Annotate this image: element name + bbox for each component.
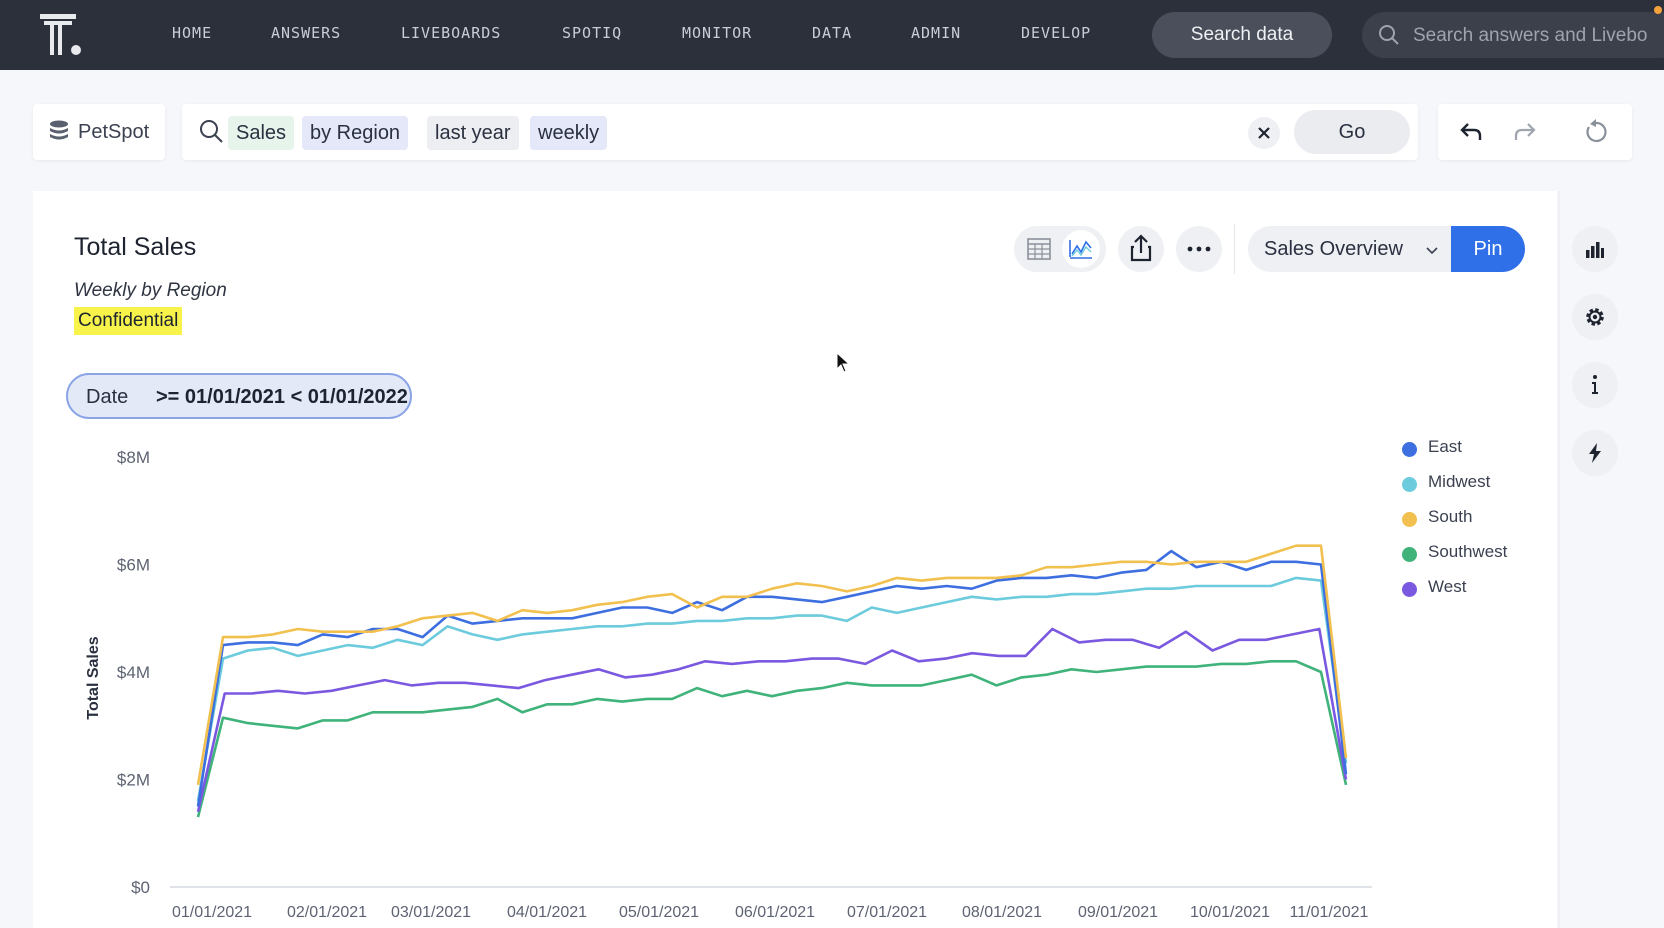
series-line-west[interactable] <box>196 627 1348 813</box>
settings-button[interactable] <box>1572 294 1618 340</box>
more-options-button[interactable] <box>1176 226 1222 272</box>
legend-label: Southwest <box>1428 542 1508 561</box>
search-bar[interactable]: Sales by Region last year weekly Go <box>182 104 1418 160</box>
search-token-by-region[interactable]: by Region <box>302 116 409 150</box>
logo-icon[interactable] <box>38 12 86 58</box>
spotiq-button[interactable] <box>1572 430 1618 476</box>
legend-swatch <box>1402 582 1417 597</box>
filter-condition: >= 01/01/2021 < 01/01/2022 <box>156 386 408 408</box>
legend-swatch <box>1402 442 1417 457</box>
x-tick-label: 11/01/2021 <box>1290 904 1369 921</box>
database-icon <box>50 120 68 140</box>
go-button[interactable]: Go <box>1294 110 1410 154</box>
x-tick-label: 05/01/2021 <box>619 904 699 921</box>
search-history-controls <box>1438 104 1632 160</box>
x-tick-label: 08/01/2021 <box>962 904 1042 921</box>
search-icon <box>200 120 223 143</box>
answer-card <box>33 191 1557 928</box>
nav-answers[interactable]: ANSWERS <box>271 24 342 42</box>
x-tick-label: 07/01/2021 <box>847 904 927 921</box>
legend-label: East <box>1428 437 1463 456</box>
series-line-south[interactable] <box>196 544 1348 786</box>
info-button[interactable] <box>1572 362 1618 408</box>
nav-monitor[interactable]: MONITOR <box>682 24 753 42</box>
search-token-last-year[interactable]: last year <box>427 116 519 150</box>
mouse-cursor-icon <box>836 352 851 373</box>
reset-icon[interactable] <box>1582 118 1610 146</box>
legend-label: South <box>1428 507 1473 526</box>
clear-search-button[interactable] <box>1248 117 1280 149</box>
answer-subtitle[interactable]: Weekly by Region <box>74 280 227 301</box>
more-icon <box>1187 246 1211 252</box>
nav-admin[interactable]: ADMIN <box>911 24 962 42</box>
bar-chart-icon <box>1586 242 1604 258</box>
y-tick-label: $6M <box>117 556 150 575</box>
y-tick-label: $0 <box>131 878 150 897</box>
info-icon <box>1592 375 1598 394</box>
liveboard-name: Sales Overview <box>1264 238 1403 260</box>
x-tick-label: 03/01/2021 <box>391 904 471 921</box>
line-chart: $0 $2M $4M $6M $8M Total Sales 01/01/2021 02/01… <box>85 448 1372 921</box>
nav-liveboards[interactable]: LIVEBOARDS <box>401 24 502 42</box>
x-tick-label: 09/01/2021 <box>1078 904 1158 921</box>
global-search-placeholder: Search answers and Livebo <box>1413 25 1648 46</box>
chart-view-button[interactable] <box>1062 230 1100 268</box>
legend-swatch <box>1402 477 1417 492</box>
data-source-selector[interactable]: PetSpot <box>33 104 165 160</box>
x-tick-label: 10/01/2021 <box>1190 904 1270 921</box>
confidential-tag: Confidential <box>74 307 183 335</box>
view-toggle <box>1014 226 1106 272</box>
lightning-icon <box>1589 443 1601 463</box>
liveboard-selector[interactable]: Sales Overview <box>1248 226 1452 272</box>
search-token-weekly[interactable]: weekly <box>530 116 608 150</box>
answer-title[interactable]: Total Sales <box>74 233 197 261</box>
y-axis-label: Total Sales <box>85 636 102 719</box>
chevron-down-icon <box>1426 247 1438 255</box>
filter-column: Date <box>86 386 129 408</box>
undo-icon[interactable] <box>1458 118 1486 146</box>
chart-config-button[interactable] <box>1572 226 1618 272</box>
date-filter-chip[interactable]: Date >= 01/01/2021 < 01/01/2022 <box>66 373 412 419</box>
series-line-midwest[interactable] <box>196 576 1348 802</box>
card-divider <box>1558 191 1560 928</box>
y-tick-label: $4M <box>117 663 150 682</box>
series-line-southwest[interactable] <box>196 660 1348 818</box>
legend-label: Midwest <box>1428 472 1491 491</box>
nav-data[interactable]: DATA <box>812 24 853 42</box>
x-tick-label: 02/01/2021 <box>287 904 367 921</box>
redo-icon[interactable] <box>1510 118 1538 146</box>
top-navigation-bar: HOME ANSWERS LIVEBOARDS SPOTIQ MONITOR D… <box>0 0 1664 70</box>
nav-home[interactable]: HOME <box>172 24 213 42</box>
search-token-sales[interactable]: Sales <box>228 116 295 150</box>
nav-spotiq[interactable]: SPOTIQ <box>562 24 623 42</box>
search-data-button[interactable]: Search data <box>1152 12 1332 58</box>
gear-icon <box>1586 308 1604 326</box>
x-tick-label: 04/01/2021 <box>507 904 587 921</box>
pin-button[interactable]: Pin <box>1451 226 1525 272</box>
legend-swatch <box>1402 512 1417 527</box>
x-tick-label: 06/01/2021 <box>735 904 815 921</box>
x-tick-label: 01/01/2021 <box>172 904 252 921</box>
data-source-label: PetSpot <box>78 121 150 143</box>
global-search-input[interactable]: Search answers and Livebo <box>1362 12 1664 58</box>
y-tick-label: $8M <box>117 448 150 467</box>
share-button[interactable] <box>1118 226 1164 272</box>
clear-icon <box>1258 127 1270 139</box>
search-icon <box>1379 25 1399 45</box>
legend-swatch <box>1402 547 1417 562</box>
y-tick-label: $2M <box>117 771 150 790</box>
legend-label: West <box>1428 577 1467 596</box>
chart-view-icon <box>1069 240 1092 259</box>
notification-dot <box>1654 6 1662 14</box>
toolbar-separator <box>1234 224 1235 274</box>
table-view-icon[interactable] <box>1024 234 1054 264</box>
nav-develop[interactable]: DEVELOP <box>1021 24 1092 42</box>
share-icon <box>1130 234 1152 262</box>
